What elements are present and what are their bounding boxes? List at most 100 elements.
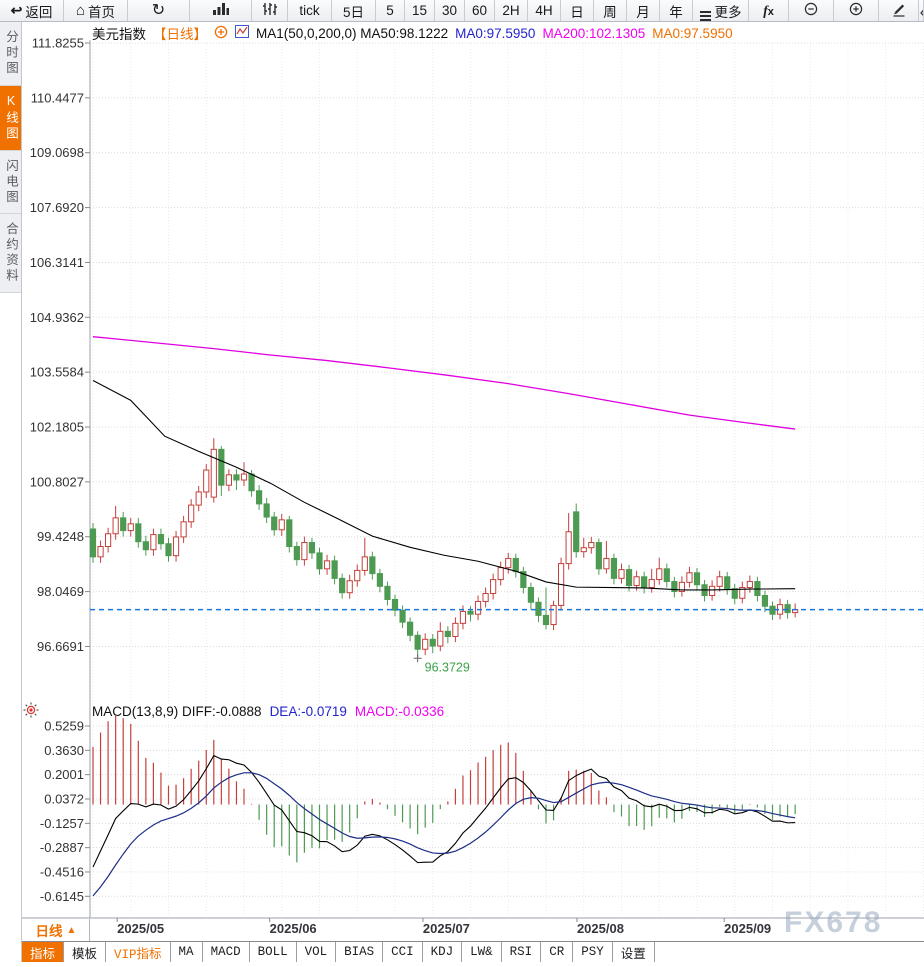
svg-text:102.1805: 102.1805	[30, 420, 84, 435]
indicator-fx-button[interactable]: fx	[749, 0, 789, 21]
back-button[interactable]: ↩ 返回	[0, 0, 64, 21]
period-15-button[interactable]: 15	[405, 0, 435, 21]
tab-bias[interactable]: BIAS	[336, 942, 384, 962]
svg-text:2025/06: 2025/06	[270, 921, 317, 936]
period-selector[interactable]: 日线 ▲	[23, 919, 90, 941]
refresh-icon: ↻	[151, 1, 166, 19]
bars-icon	[212, 2, 229, 19]
compare-swap-icon[interactable]	[214, 25, 228, 42]
pencil-icon	[891, 2, 907, 20]
svg-text:0.2001: 0.2001	[44, 767, 84, 782]
ma-indicator-icon[interactable]	[235, 25, 249, 41]
sidebar-item-time-chart[interactable]: 分时图	[0, 22, 21, 86]
svg-text:109.0698: 109.0698	[30, 145, 84, 160]
svg-text:2025/07: 2025/07	[423, 921, 470, 936]
tab-lwr[interactable]: LW&	[462, 942, 502, 962]
toolbar-label: 60	[471, 3, 488, 18]
sidebar-item-flash-chart[interactable]: 闪电图	[0, 150, 21, 214]
home-button[interactable]: ⌂ 首页	[64, 0, 128, 21]
macd-title-diff-value: MACD(13,8,9) DIFF:-0.0888	[92, 703, 262, 719]
ma0-orange-value: MA0:97.5950	[652, 25, 733, 41]
bar-chart-button[interactable]	[190, 0, 252, 21]
svg-text:98.0469: 98.0469	[37, 584, 84, 599]
period-5-button[interactable]: 5	[376, 0, 405, 21]
svg-text:107.6920: 107.6920	[30, 200, 84, 215]
zoom-out-button[interactable]	[789, 0, 834, 21]
toolbar-label: 30	[441, 3, 458, 18]
toolbar-label: 15	[411, 3, 428, 18]
tab-settings[interactable]: 设置	[613, 942, 655, 962]
toolbar-label: tick	[299, 3, 320, 18]
toolbar-label: 日	[570, 4, 584, 20]
top-toolbar: ↩ 返回 ⌂ 首页 ↻ tick 5日 5 15 30 60 2H 4H 日周月年更多 fx	[0, 0, 924, 22]
tab-psy[interactable]: PSY	[573, 942, 613, 962]
tab-cr[interactable]: CR	[541, 942, 574, 962]
toolbar-label: 返回	[25, 4, 53, 20]
draw-pencil-button[interactable]	[879, 0, 919, 21]
period-week-button[interactable]: 周	[594, 0, 627, 21]
refresh-button[interactable]: ↻	[128, 0, 190, 21]
period-30-button[interactable]: 30	[435, 0, 465, 21]
macd-value: MACD:-0.0336	[354, 703, 445, 719]
period-label: 【日线】	[153, 27, 207, 42]
left-sidebar: 分时图 K线图 闪电图 合约资料	[0, 22, 22, 962]
period-year-button[interactable]: 年	[660, 0, 693, 21]
svg-text:0.3630: 0.3630	[44, 743, 84, 758]
period-4h-button[interactable]: 4H	[528, 0, 561, 21]
svg-text:-0.2887: -0.2887	[40, 840, 84, 855]
tab-kdj[interactable]: KDJ	[423, 942, 463, 962]
svg-text:-0.6145: -0.6145	[40, 889, 84, 904]
ma200-value: MA200:102.1305	[542, 25, 646, 41]
tab-indicator[interactable]: 指标	[22, 942, 65, 962]
toolbar-label: 2H	[502, 3, 520, 18]
svg-text:103.5584: 103.5584	[30, 365, 84, 380]
tab-cci[interactable]: CCI	[383, 942, 423, 962]
svg-text:110.4477: 110.4477	[31, 90, 84, 105]
svg-text:96.3729: 96.3729	[425, 660, 470, 674]
candles-icon	[262, 2, 277, 19]
svg-text:99.4248: 99.4248	[37, 529, 84, 544]
tab-template[interactable]: 模板	[64, 942, 107, 962]
fx678-watermark: FX678	[784, 906, 883, 939]
svg-text:-0.1257: -0.1257	[40, 816, 84, 831]
period-tick-button[interactable]: tick	[288, 0, 332, 21]
toolbar-label: fx	[763, 2, 774, 18]
macd-pane-legend: MACD(13,8,9) DIFF:-0.0888 DEA:-0.0719 MA…	[92, 703, 444, 719]
clipped-button[interactable]	[919, 0, 924, 21]
ma-settings-label: MA1(50,0,200,0) MA50:98.1222	[256, 25, 449, 41]
svg-text:2025/09: 2025/09	[724, 921, 771, 936]
more-button[interactable]: 更多	[693, 0, 749, 21]
back-icon: ↩	[10, 2, 23, 18]
svg-text:111.8255: 111.8255	[32, 36, 84, 51]
dea-value: DEA:-0.0719	[269, 703, 347, 719]
period-month-button[interactable]: 月	[627, 0, 660, 21]
tab-boll[interactable]: BOLL	[250, 942, 297, 962]
home-icon: ⌂	[75, 2, 86, 19]
zoom-in-button[interactable]	[834, 0, 879, 21]
svg-text:0.0372: 0.0372	[44, 791, 84, 806]
tab-vip-indicator[interactable]: VIP指标	[106, 942, 171, 962]
period-selector-label: 日线	[35, 924, 63, 939]
tab-macd[interactable]: MACD	[203, 942, 250, 962]
zoom-in-icon	[848, 1, 864, 20]
sidebar-item-kline-chart[interactable]: K线图	[0, 85, 21, 151]
svg-text:106.3141: 106.3141	[30, 255, 84, 270]
svg-text:96.6691: 96.6691	[37, 639, 84, 654]
tab-ma[interactable]: MA	[171, 942, 203, 962]
period-60-button[interactable]: 60	[465, 0, 495, 21]
toolbar-label: 5	[386, 3, 394, 18]
sidebar-item-contract-info[interactable]: 合约资料	[0, 214, 21, 293]
toolbar-label: 5日	[342, 4, 364, 20]
indicator-settings-sun-icon[interactable]	[23, 702, 39, 723]
period-5d-button[interactable]: 5日	[332, 0, 376, 21]
period-day-button[interactable]: 日	[561, 0, 594, 21]
svg-text:2025/05: 2025/05	[117, 921, 164, 936]
candle-chart-button[interactable]	[252, 0, 288, 21]
partial-icon	[919, 2, 923, 19]
svg-text:100.8027: 100.8027	[30, 474, 84, 489]
tab-vol[interactable]: VOL	[297, 942, 337, 962]
ma0-blue-value: MA0:97.5950	[455, 25, 536, 41]
tab-rsi[interactable]: RSI	[502, 942, 542, 962]
period-2h-button[interactable]: 2H	[495, 0, 528, 21]
